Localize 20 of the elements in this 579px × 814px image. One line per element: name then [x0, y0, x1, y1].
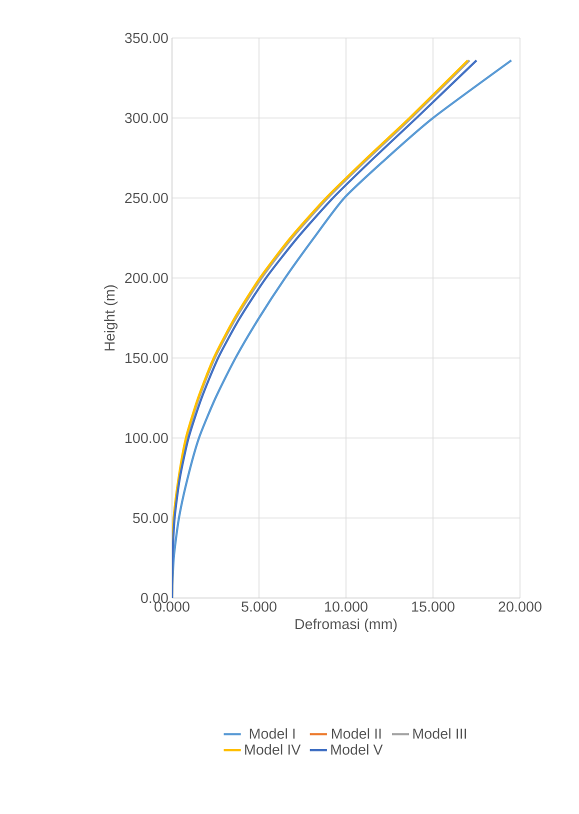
- x-tick-label: 15.000: [412, 602, 454, 612]
- legend-label: Model V: [331, 744, 383, 755]
- y-tick-label: 250.00: [125, 192, 168, 204]
- x-tick-label: 5.000: [242, 602, 276, 612]
- legend-label: Model III: [413, 728, 466, 739]
- x-tick-label: 0.000: [154, 602, 190, 612]
- x-tick-label: 10.000: [325, 602, 368, 612]
- y-tick-label: 100.00: [126, 432, 168, 444]
- y-tick-label: 200.00: [125, 272, 168, 284]
- y-tick-label: 350.00: [124, 32, 168, 44]
- y-tick-label: 300.00: [124, 112, 168, 124]
- legend-label: Model IV: [245, 744, 301, 755]
- y-tick-label: 50.00: [133, 512, 168, 524]
- legend-label: Model II: [332, 728, 381, 739]
- x-axis-title: Defromasi (mm): [296, 618, 397, 632]
- y-tick-label: 150.00: [126, 352, 168, 364]
- y-axis-title: Height (m): [104, 285, 118, 350]
- x-tick-label: 20.000: [498, 602, 542, 612]
- legend-label: Model I: [250, 728, 295, 739]
- y-tick-label: 0.00: [141, 592, 168, 604]
